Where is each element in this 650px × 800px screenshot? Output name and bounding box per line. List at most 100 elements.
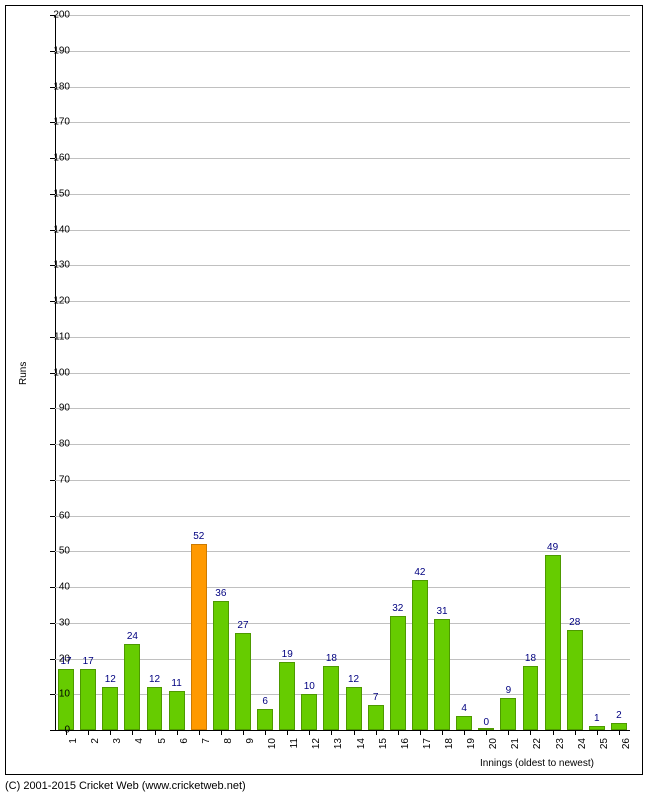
x-tick-label: 24	[577, 738, 588, 758]
bar-value-label: 17	[83, 656, 94, 667]
bar	[191, 544, 207, 730]
x-tick-label: 7	[201, 738, 212, 758]
bar-value-label: 12	[149, 674, 160, 685]
grid-line	[55, 480, 630, 481]
grid-line	[55, 373, 630, 374]
grid-line	[55, 122, 630, 123]
bar	[235, 633, 251, 730]
x-tick-label: 17	[422, 738, 433, 758]
grid-line	[55, 158, 630, 159]
x-tick	[486, 730, 487, 735]
x-tick	[442, 730, 443, 735]
bar-value-label: 12	[348, 674, 359, 685]
y-tick-label: 150	[40, 188, 70, 199]
y-tick-label: 160	[40, 153, 70, 164]
grid-line	[55, 194, 630, 195]
y-tick-label: 90	[40, 403, 70, 414]
grid-line	[55, 230, 630, 231]
x-tick-label: 20	[488, 738, 499, 758]
bar	[368, 705, 384, 730]
grid-line	[55, 15, 630, 16]
bar	[611, 723, 627, 730]
x-tick	[398, 730, 399, 735]
x-tick-label: 8	[223, 738, 234, 758]
bar	[567, 630, 583, 730]
grid-line	[55, 551, 630, 552]
y-tick-label: 80	[40, 439, 70, 450]
bar-value-label: 7	[373, 692, 379, 703]
bar	[80, 669, 96, 730]
bar-value-label: 4	[461, 703, 467, 714]
bar-value-label: 49	[547, 542, 558, 553]
bar	[545, 555, 561, 730]
grid-line	[55, 444, 630, 445]
x-tick	[597, 730, 598, 735]
bar	[257, 709, 273, 730]
x-tick-label: 11	[289, 738, 300, 758]
bar	[346, 687, 362, 730]
x-tick	[88, 730, 89, 735]
x-tick-label: 16	[400, 738, 411, 758]
grid-line	[55, 408, 630, 409]
y-tick-label: 40	[40, 582, 70, 593]
bar-value-label: 0	[483, 717, 489, 728]
x-tick-label: 10	[267, 738, 278, 758]
x-tick	[619, 730, 620, 735]
x-tick	[221, 730, 222, 735]
grid-line	[55, 516, 630, 517]
bar	[390, 616, 406, 730]
bar-value-label: 42	[414, 567, 425, 578]
x-tick	[331, 730, 332, 735]
y-tick-label: 130	[40, 260, 70, 271]
x-tick	[243, 730, 244, 735]
bar-value-label: 18	[525, 653, 536, 664]
x-tick	[265, 730, 266, 735]
x-axis-label: Innings (oldest to newest)	[480, 758, 594, 769]
x-tick	[110, 730, 111, 735]
x-tick	[132, 730, 133, 735]
bar-value-label: 10	[304, 681, 315, 692]
y-tick-label: 70	[40, 474, 70, 485]
x-tick-label: 5	[157, 738, 168, 758]
x-tick-label: 9	[245, 738, 256, 758]
bar	[434, 619, 450, 730]
bar-value-label: 18	[326, 653, 337, 664]
bar	[147, 687, 163, 730]
grid-line	[55, 337, 630, 338]
x-tick-label: 1	[68, 738, 79, 758]
chart-container: 1717122412115236276191018127324231409184…	[0, 0, 650, 800]
bar-value-label: 28	[569, 617, 580, 628]
bar-value-label: 12	[105, 674, 116, 685]
x-tick	[199, 730, 200, 735]
y-tick-label: 110	[40, 331, 70, 342]
grid-line	[55, 87, 630, 88]
y-tick-label: 10	[40, 689, 70, 700]
x-tick	[354, 730, 355, 735]
bar-value-label: 31	[436, 606, 447, 617]
bar-value-label: 32	[392, 603, 403, 614]
bar	[323, 666, 339, 730]
y-tick-label: 140	[40, 224, 70, 235]
x-tick-label: 21	[510, 738, 521, 758]
bar	[124, 644, 140, 730]
bar	[500, 698, 516, 730]
bar	[213, 601, 229, 730]
grid-line	[55, 51, 630, 52]
y-tick-label: 170	[40, 117, 70, 128]
x-tick-label: 4	[134, 738, 145, 758]
bar-value-label: 52	[193, 531, 204, 542]
x-tick-label: 15	[378, 738, 389, 758]
y-tick-label: 20	[40, 653, 70, 664]
x-tick-label: 19	[466, 738, 477, 758]
bar-value-label: 24	[127, 631, 138, 642]
bar-value-label: 19	[282, 649, 293, 660]
x-tick-label: 26	[621, 738, 632, 758]
x-tick-label: 25	[599, 738, 610, 758]
x-tick-label: 14	[356, 738, 367, 758]
x-tick	[553, 730, 554, 735]
plot-area: 1717122412115236276191018127324231409184…	[55, 15, 630, 730]
x-tick	[508, 730, 509, 735]
y-tick-label: 200	[40, 10, 70, 21]
bar-value-label: 11	[171, 678, 181, 689]
x-tick	[420, 730, 421, 735]
